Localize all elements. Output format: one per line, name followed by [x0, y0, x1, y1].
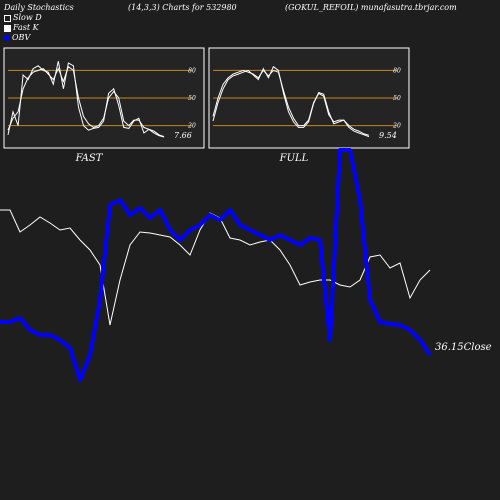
close-last-value: 36.15Close — [435, 342, 492, 353]
legend-fast-label: Fast K — [13, 23, 39, 32]
fast-panel-title: FAST — [75, 153, 104, 164]
chart-source: (GOKUL_REFOIL) munafasutra.tbrjar.com — [285, 3, 457, 12]
chart-params: (14,3,3) Charts for 532980 — [128, 3, 237, 12]
legend-slow: Slow D — [4, 13, 42, 22]
obv-line — [0, 148, 432, 382]
obv-swatch-icon — [4, 35, 10, 41]
legend-slow-label: Slow D — [13, 13, 42, 22]
full-tick-80: 80 — [393, 67, 401, 74]
full-panel-title: FULL — [279, 153, 309, 164]
legend-obv-label: OBV — [12, 33, 31, 42]
full-last-value: 9.54 — [379, 131, 397, 140]
legend-fast: Fast K — [4, 23, 39, 32]
full-tick-50: 50 — [393, 95, 401, 102]
full-tick-20: 20 — [392, 123, 401, 130]
full-series-2-line — [212, 65, 370, 138]
fast-tick-80: 80 — [188, 67, 196, 74]
legend-obv: OBV — [4, 33, 30, 42]
fast-swatch-icon — [4, 24, 11, 32]
fast-series-2-line — [7, 65, 165, 138]
fast-tick-50: 50 — [188, 95, 196, 102]
chart-title: Daily Stochastics — [4, 3, 74, 12]
fast-series-1-line — [7, 61, 165, 138]
slow-swatch-icon — [4, 14, 11, 22]
fast-last-value: 7.66 — [174, 131, 192, 140]
fast-tick-20: 20 — [187, 123, 196, 130]
